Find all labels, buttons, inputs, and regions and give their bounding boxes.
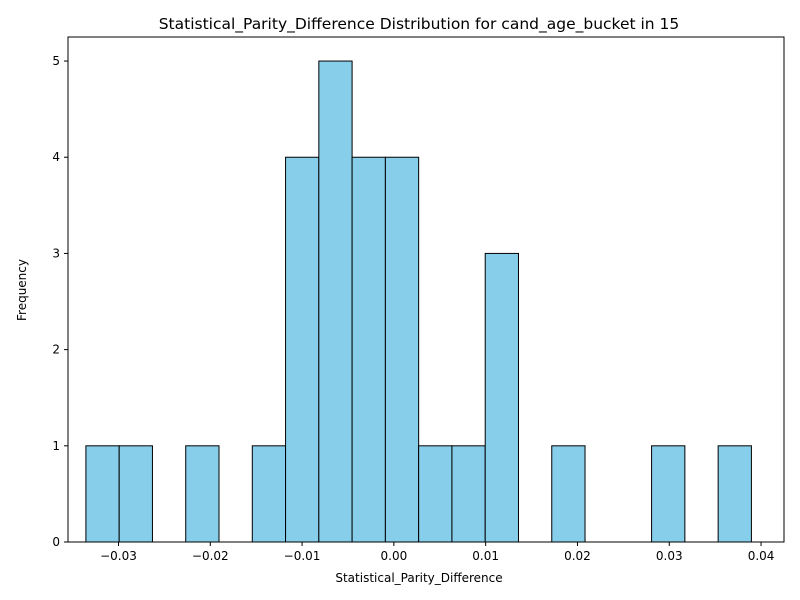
y-tick-label: 0 [52, 535, 60, 549]
x-tick-label: −0.03 [100, 549, 137, 563]
y-tick-label: 4 [52, 150, 60, 164]
histogram-bar [484, 252, 519, 543]
histogram-bar [651, 445, 686, 543]
y-tick-label: 5 [52, 54, 60, 68]
x-tick-label: 0.03 [656, 549, 683, 563]
x-tick-label: 0.02 [564, 549, 591, 563]
y-axis-ticks: 0 1 2 3 4 5 [52, 54, 68, 549]
histogram-bar [251, 445, 287, 543]
histogram-bar [118, 445, 153, 543]
y-tick-label: 2 [52, 343, 60, 357]
histogram-bar [551, 445, 586, 543]
histogram-bar [85, 445, 120, 543]
histogram-bar [185, 445, 220, 543]
x-tick-label: 0.04 [748, 549, 775, 563]
y-tick-label: 3 [52, 246, 60, 260]
x-tick-label: −0.01 [284, 549, 321, 563]
histogram-bar [318, 60, 353, 543]
histogram-bar [418, 445, 453, 543]
plot-area-frame [67, 36, 785, 543]
x-tick-label: 0.01 [472, 549, 499, 563]
histogram-bar [285, 156, 320, 543]
x-axis-ticks: −0.03 −0.02 −0.01 0.00 0.01 0.02 0.03 0.04 [100, 542, 774, 563]
chart-title: Statistical_Parity_Difference Distributi… [159, 15, 680, 34]
y-axis-label: Frequency [15, 259, 29, 321]
x-axis-label: Statistical_Parity_Difference [335, 571, 502, 585]
y-tick-label: 1 [52, 439, 60, 453]
histogram-bar [351, 156, 386, 543]
histogram-bar [717, 445, 752, 543]
histogram-bar [451, 445, 486, 543]
x-tick-label: −0.02 [192, 549, 229, 563]
x-tick-label: 0.00 [381, 549, 408, 563]
bars-group [85, 60, 752, 543]
histogram-bar [384, 156, 420, 543]
